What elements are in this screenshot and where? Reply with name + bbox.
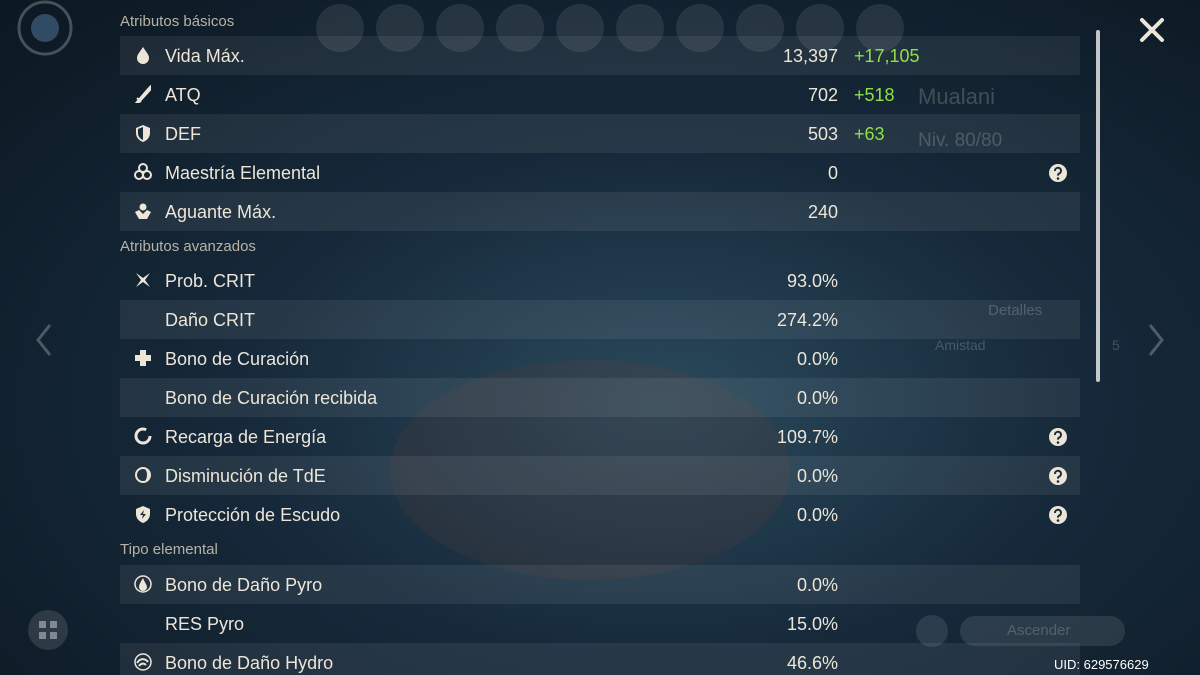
stat-icon: [134, 163, 152, 180]
stat-value: 15.0%: [786, 614, 838, 634]
stat-icon: [134, 575, 152, 593]
stat-row: Bono de Curación recibida 0.0%: [120, 378, 1080, 417]
stat-row: Daño CRIT 274.2%: [120, 300, 1080, 339]
stat-name: Disminución de TdE: [165, 466, 326, 486]
stat-value: 13,397: [782, 46, 838, 66]
stat-name: Bono de Daño Pyro: [165, 575, 323, 595]
stat-value: 702: [807, 85, 838, 105]
stat-row: Aguante Máx. 240: [120, 192, 1080, 231]
friendship-level: 5: [1112, 337, 1120, 353]
stat-value: 0.0%: [796, 349, 838, 369]
stat-value: 93.0%: [786, 271, 838, 291]
stat-icon: [134, 427, 152, 445]
stat-icon: [136, 125, 150, 142]
character-level: Niv. 80/80: [918, 130, 1003, 151]
stat-row: DEF 503 +63: [120, 114, 1080, 153]
stat-row: Recarga de Energía 109.7%: [120, 417, 1080, 456]
stat-name: Protección de Escudo: [165, 505, 341, 525]
stat-bonus: +17,105: [854, 46, 920, 66]
stat-name: Aguante Máx.: [165, 202, 277, 222]
stat-row: Bono de Daño Pyro 0.0%: [120, 565, 1080, 604]
character-name: Mualani: [918, 84, 996, 109]
stat-name: Prob. CRIT: [165, 271, 256, 291]
stat-value: 0.0%: [796, 575, 838, 595]
stat-value: 109.7%: [776, 427, 838, 447]
stat-name: Recarga de Energía: [165, 427, 327, 447]
stat-value: 274.2%: [776, 310, 838, 330]
stat-value: 0.0%: [796, 466, 838, 486]
stat-icon: [136, 506, 150, 523]
details-tab[interactable]: Detalles: [988, 302, 1043, 319]
stat-value: 0: [827, 163, 838, 183]
stat-name: RES Pyro: [165, 614, 245, 634]
section-title: Tipo elemental: [120, 541, 218, 558]
stat-row: Bono de Daño Hydro 46.6%: [120, 643, 1080, 675]
stat-row: ATQ 702 +518: [120, 75, 1080, 114]
ascend-button[interactable]: Ascender: [1007, 622, 1071, 639]
stat-name: Vida Máx.: [165, 46, 245, 66]
stat-value: 240: [807, 202, 838, 222]
stat-value: 0.0%: [796, 388, 838, 408]
stat-icon: [135, 350, 151, 366]
stat-icon: [134, 653, 152, 671]
scrollbar[interactable]: [1096, 30, 1100, 382]
stat-name: Maestría Elemental: [165, 163, 321, 183]
section-title: Atributos básicos: [120, 13, 235, 30]
help-icon[interactable]: [1048, 163, 1068, 183]
help-icon[interactable]: [1048, 505, 1068, 525]
stat-row: Prob. CRIT 93.0%: [120, 261, 1080, 300]
section-title: Atributos avanzados: [120, 238, 256, 255]
stat-name: Bono de Curación: [165, 349, 310, 369]
stat-name: Bono de Curación recibida: [165, 388, 378, 408]
stat-row: Maestría Elemental 0: [120, 153, 1080, 192]
stat-value: 0.0%: [796, 505, 838, 525]
stat-bonus: +63: [854, 124, 885, 144]
stat-value: 503: [807, 124, 838, 144]
stat-name: DEF: [165, 124, 201, 144]
stat-icon: [134, 84, 151, 103]
stat-value: 46.6%: [786, 653, 838, 673]
stat-icon: [137, 47, 149, 64]
stat-bonus: +518: [854, 85, 895, 105]
stat-row: Protección de Escudo 0.0%: [120, 495, 1080, 534]
stat-row: RES Pyro 15.0%: [120, 604, 1080, 643]
stat-icon: [135, 467, 151, 483]
friendship-label: Amistad: [935, 337, 986, 353]
stat-name: Bono de Daño Hydro: [165, 653, 334, 673]
help-icon[interactable]: [1048, 466, 1068, 486]
stat-row: Disminución de TdE 0.0%: [120, 456, 1080, 495]
stat-name: ATQ: [165, 85, 201, 105]
close-button[interactable]: [1138, 16, 1166, 44]
uid: UID: 629576629: [1054, 657, 1149, 672]
help-icon[interactable]: [1048, 427, 1068, 447]
stat-icon: [135, 203, 151, 219]
stat-row: Vida Máx. 13,397 +17,105: [120, 36, 1080, 75]
stat-row: Bono de Curación 0.0%: [120, 339, 1080, 378]
stat-name: Daño CRIT: [165, 310, 256, 330]
stat-icon: [136, 273, 150, 287]
